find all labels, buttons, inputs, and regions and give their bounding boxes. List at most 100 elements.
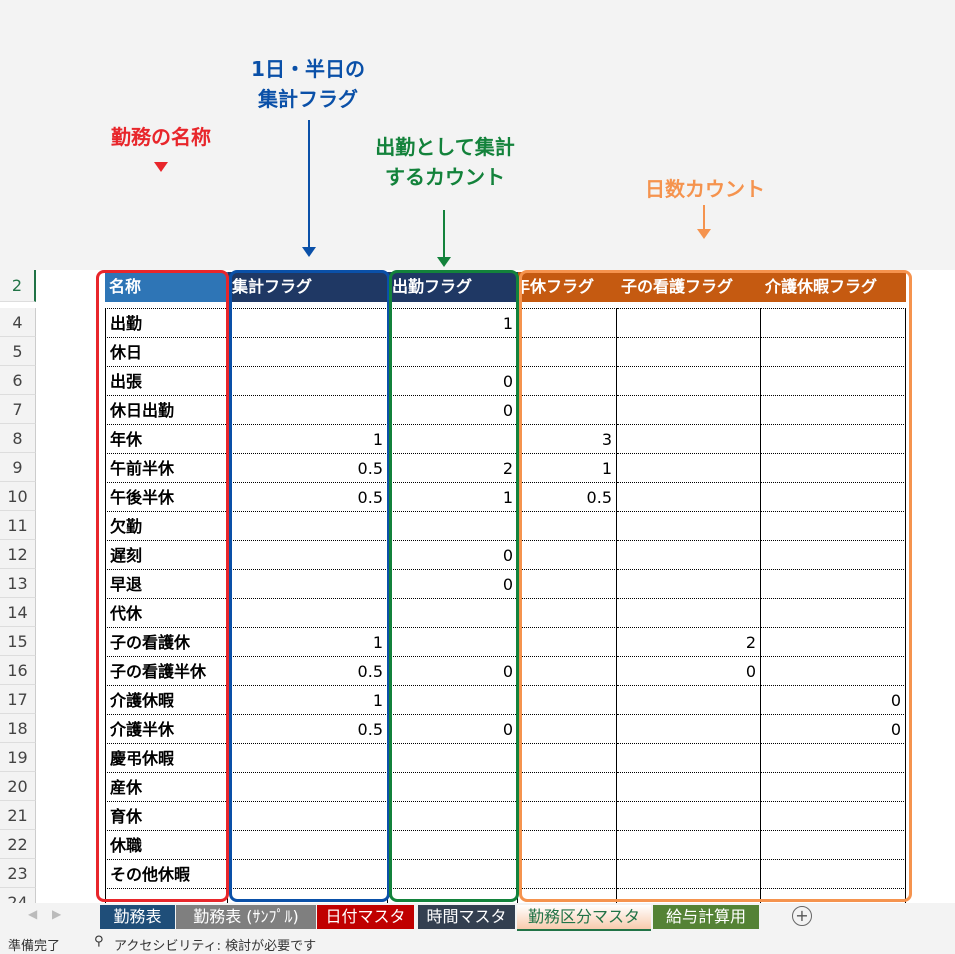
value-cell[interactable] [761,424,906,453]
row-header[interactable]: 9 [0,453,36,482]
value-cell[interactable] [761,859,906,888]
value-cell[interactable] [761,801,906,830]
column-header[interactable]: 介護休暇フラグ [761,272,906,302]
value-cell[interactable] [617,337,761,366]
value-cell[interactable] [518,888,617,903]
value-cell[interactable] [518,627,617,656]
value-cell[interactable] [617,888,761,903]
value-cell[interactable] [617,482,761,511]
value-cell[interactable] [617,830,761,859]
row-header[interactable]: 11 [0,511,36,540]
value-cell[interactable] [518,569,617,598]
value-cell[interactable] [761,366,906,395]
row-header[interactable]: 7 [0,395,36,424]
value-cell[interactable] [617,308,761,337]
row-header[interactable]: 21 [0,801,36,830]
value-cell[interactable] [518,830,617,859]
value-cell[interactable] [617,685,761,714]
value-cell[interactable] [617,859,761,888]
row-header[interactable]: 14 [0,598,36,627]
value-cell[interactable] [518,801,617,830]
value-cell[interactable] [518,685,617,714]
value-cell[interactable] [617,511,761,540]
value-cell[interactable] [617,598,761,627]
value-cell[interactable] [518,540,617,569]
row-header[interactable]: 18 [0,714,36,743]
accessibility-icon[interactable]: ⚲ [94,934,104,949]
row-header[interactable]: 17 [0,685,36,714]
value-cell[interactable]: 2 [617,627,761,656]
row-header[interactable]: 20 [0,772,36,801]
accessibility-status[interactable]: アクセシビリティ: 検討が必要です [114,939,317,954]
value-cell[interactable] [761,569,906,598]
value-cell[interactable]: 0.5 [518,482,617,511]
row-header[interactable]: 2 [0,270,36,302]
add-sheet-button[interactable]: + [792,906,812,926]
value-cell[interactable] [518,395,617,424]
row-header[interactable]: 16 [0,656,36,685]
value-cell[interactable] [518,308,617,337]
value-cell[interactable] [518,772,617,801]
value-cell[interactable] [617,801,761,830]
sheet-tab[interactable]: 給与計算用 [653,905,759,929]
value-cell[interactable] [518,366,617,395]
value-cell[interactable] [518,511,617,540]
value-cell[interactable] [518,859,617,888]
value-cell[interactable] [518,598,617,627]
sheet-tab[interactable]: 勤務表 (ｻﾝﾌﾟﾙ) [176,905,316,929]
value-cell[interactable] [761,511,906,540]
row-header[interactable]: 6 [0,366,36,395]
value-cell[interactable] [617,424,761,453]
value-cell[interactable] [518,337,617,366]
value-cell[interactable] [617,569,761,598]
row-header[interactable]: 12 [0,540,36,569]
scroll-right-icon[interactable]: ▶ [52,907,62,921]
row-header[interactable]: 10 [0,482,36,511]
value-cell[interactable] [761,482,906,511]
value-cell[interactable] [761,337,906,366]
sheet-tab[interactable]: 勤務表 [100,905,175,929]
value-cell[interactable] [761,540,906,569]
value-cell[interactable]: 3 [518,424,617,453]
value-cell[interactable]: 0 [617,656,761,685]
value-cell[interactable] [761,598,906,627]
column-header[interactable]: 出勤フラグ [388,272,518,302]
value-cell[interactable] [761,830,906,859]
column-header[interactable]: 名称 [105,272,228,302]
value-cell[interactable] [761,453,906,482]
value-cell[interactable]: 1 [518,453,617,482]
value-cell[interactable] [617,453,761,482]
row-header[interactable]: 5 [0,337,36,366]
sheet-tab[interactable]: 時間マスタ [418,905,515,929]
sheet-tab[interactable]: 日付マスタ [317,905,414,929]
value-cell[interactable] [617,366,761,395]
value-cell[interactable] [617,714,761,743]
value-cell[interactable] [761,743,906,772]
value-cell[interactable] [518,743,617,772]
row-header[interactable]: 8 [0,424,36,453]
value-cell[interactable] [518,656,617,685]
column-header[interactable]: 年休フラグ [518,272,617,302]
value-cell[interactable] [617,540,761,569]
value-cell[interactable]: 0 [761,714,906,743]
row-header[interactable]: 13 [0,569,36,598]
value-cell[interactable] [617,772,761,801]
row-header[interactable]: 15 [0,627,36,656]
row-header[interactable]: 24 [0,888,36,903]
row-header[interactable]: 23 [0,859,36,888]
value-cell[interactable] [761,308,906,337]
column-header[interactable]: 集計フラグ [228,272,388,302]
column-header[interactable]: 子の看護フラグ [617,272,761,302]
row-header[interactable]: 22 [0,830,36,859]
row-header[interactable]: 19 [0,743,36,772]
scroll-left-icon[interactable]: ◀ [28,907,38,921]
sheet-tab[interactable]: 勤務区分マスタ [517,905,651,931]
row-header[interactable]: 4 [0,308,36,337]
spreadsheet-grid[interactable]: 2 名称 集計フラグ 出勤フラグ 年休フラグ 子の看護フラグ 介護休暇フラグ 4 出勤 1 5 休日 6… [0,270,955,903]
value-cell[interactable] [761,395,906,424]
value-cell[interactable] [761,656,906,685]
value-cell[interactable] [617,743,761,772]
value-cell[interactable] [761,772,906,801]
value-cell[interactable] [617,395,761,424]
value-cell[interactable]: 0 [761,685,906,714]
